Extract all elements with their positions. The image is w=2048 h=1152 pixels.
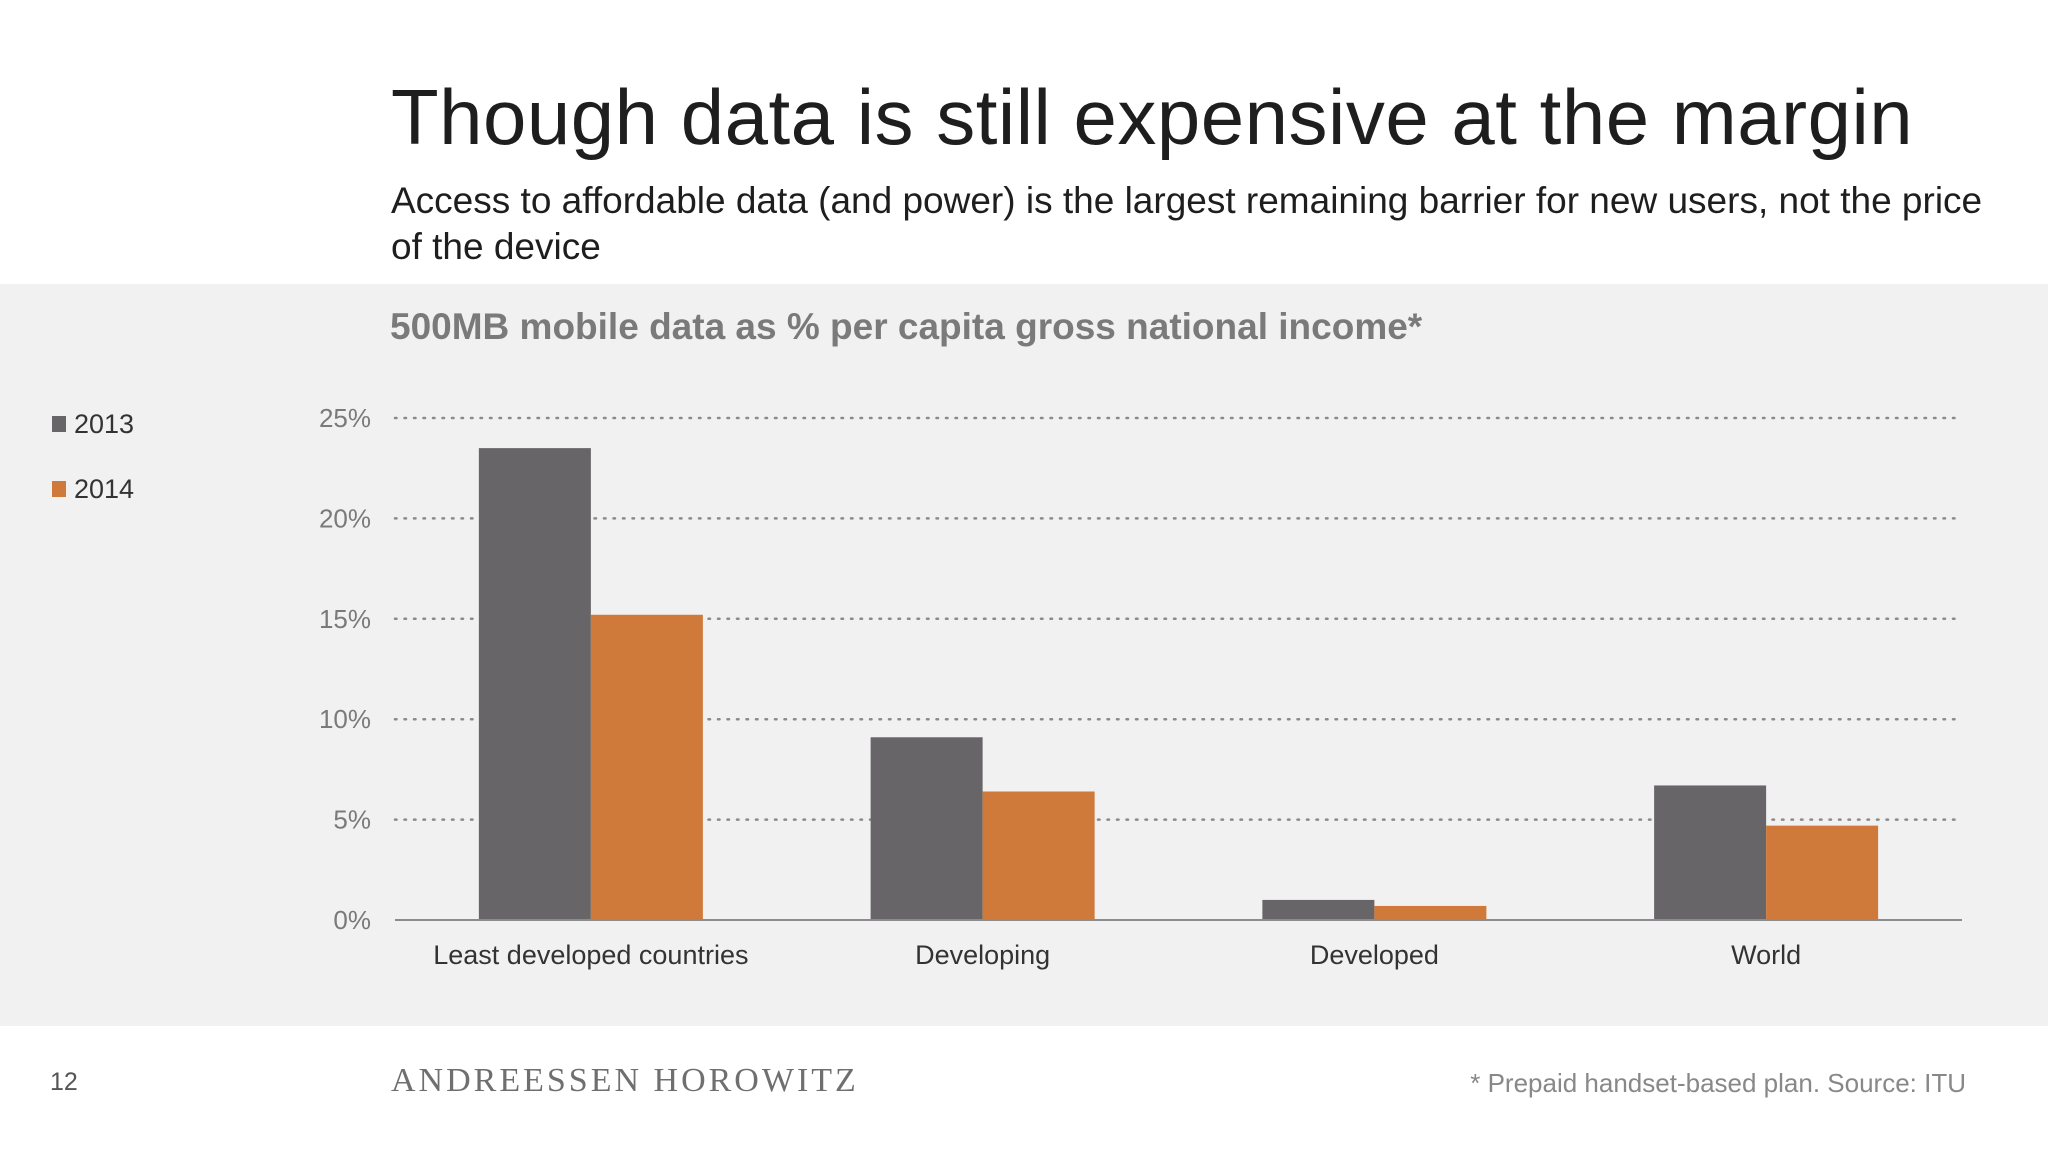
bar-2013 bbox=[1654, 785, 1767, 920]
legend-swatch-2013 bbox=[52, 416, 66, 432]
y-tick-label: 20% bbox=[319, 503, 371, 533]
chart-title: 500MB mobile data as % per capita gross … bbox=[390, 306, 1423, 347]
y-tick-label: 15% bbox=[319, 604, 371, 634]
bar-2014 bbox=[1374, 905, 1487, 920]
y-tick-label: 25% bbox=[319, 403, 371, 433]
x-tick-label: Developed bbox=[1310, 940, 1439, 970]
bar-2014 bbox=[1766, 825, 1879, 920]
x-tick-label: Developing bbox=[915, 940, 1050, 970]
x-tick-label: World bbox=[1731, 940, 1801, 970]
y-tick-label: 10% bbox=[319, 704, 371, 734]
bar-2013 bbox=[1262, 899, 1375, 920]
legend-item-2014: 2014 bbox=[52, 469, 134, 509]
slide-title: Though data is still expensive at the ma… bbox=[391, 73, 1914, 161]
bar-chart: 0% 5% 10% 15% 20% 25% Least developed countrie… bbox=[319, 403, 1964, 970]
chart-legend: 2013 2014 bbox=[52, 404, 134, 534]
y-tick-label: 0% bbox=[333, 905, 371, 935]
bar-2013 bbox=[870, 737, 983, 920]
legend-label-2013: 2013 bbox=[74, 408, 135, 439]
brand-wordmark: ANDREESSEN HOROWITZ bbox=[391, 1062, 859, 1099]
legend-label-2014: 2014 bbox=[74, 473, 135, 504]
y-tick-label: 5% bbox=[333, 805, 371, 835]
legend-swatch-2014 bbox=[52, 481, 66, 497]
bar-2013 bbox=[478, 448, 591, 920]
x-tick-label: Least developed countries bbox=[433, 940, 748, 970]
page-number: 12 bbox=[50, 1068, 78, 1096]
slide-subtitle: Access to affordable data (and power) is… bbox=[391, 180, 1983, 267]
bar-2014 bbox=[982, 791, 1095, 920]
legend-item-2013: 2013 bbox=[52, 404, 134, 444]
bar-2014 bbox=[590, 614, 703, 920]
source-footnote: * Prepaid handset-based plan. Source: IT… bbox=[1470, 1068, 1966, 1098]
